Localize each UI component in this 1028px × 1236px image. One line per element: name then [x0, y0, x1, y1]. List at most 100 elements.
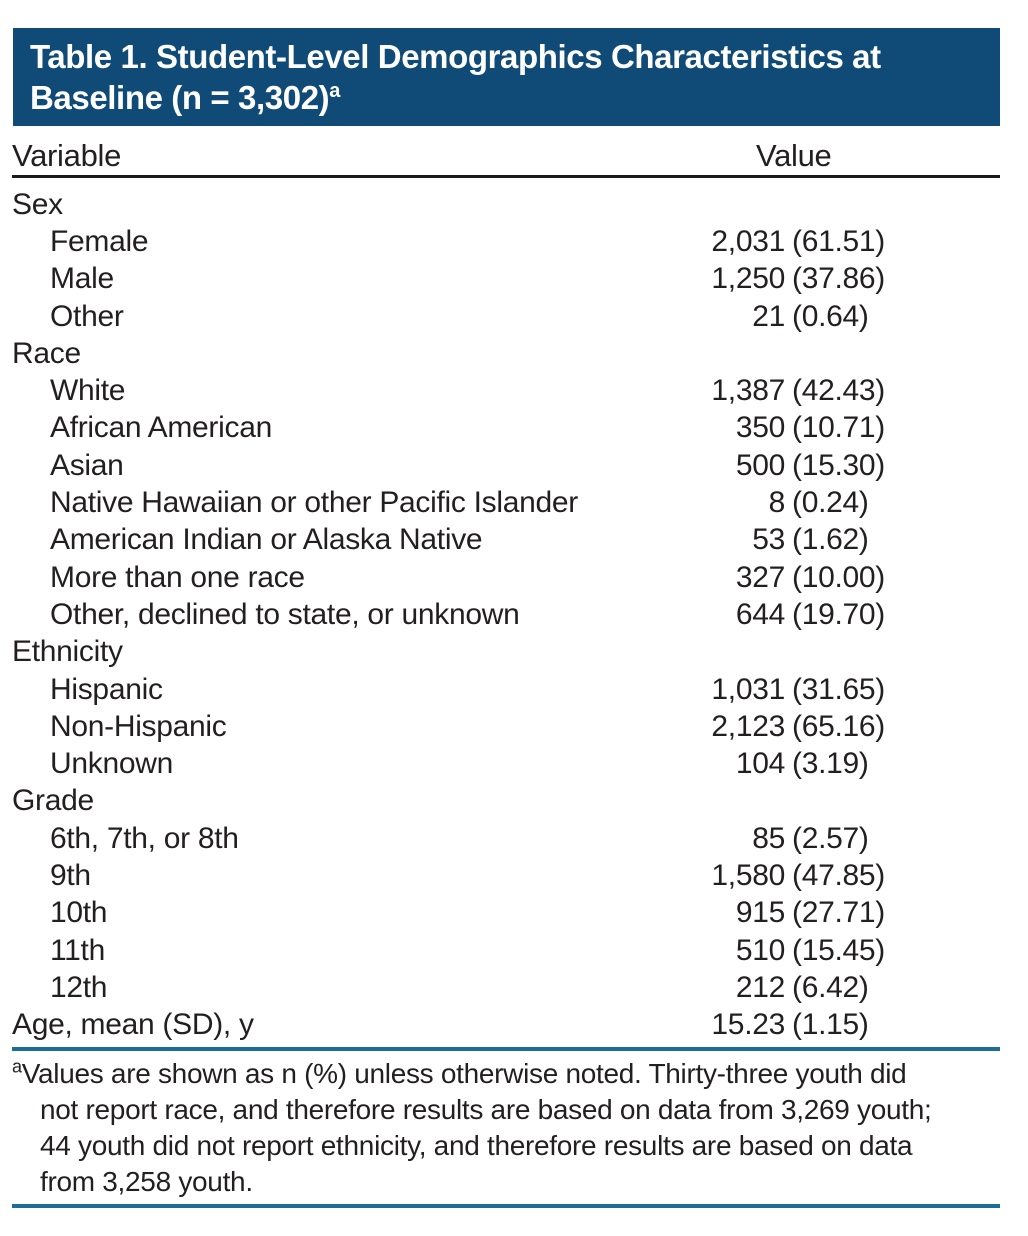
row-label: Other, declined to state, or unknown — [50, 597, 520, 631]
row-value: 1,031 (31.65) — [680, 673, 1000, 707]
row-label: 10th — [50, 896, 108, 930]
row-value-percent: (47.85) — [792, 858, 885, 892]
row-label: 9th — [50, 858, 91, 892]
table-row: 12th 212 (6.42) — [12, 969, 1000, 1006]
footnote-marker: a — [12, 1056, 22, 1077]
row-value: 2,123 (65.16) — [680, 710, 1000, 744]
row-value: 915 (27.71) — [680, 896, 1000, 930]
row-value-n: 2,123 — [711, 709, 785, 743]
row-value-percent: (10.71) — [792, 411, 885, 445]
footnote-text: Values are shown as n (%) unless otherwi… — [21, 1058, 907, 1089]
table-row: White 1,387 (42.43) — [12, 372, 1000, 409]
table-row: Grade — [12, 783, 1000, 820]
table-row: African American 350 (10.71) — [12, 410, 1000, 447]
row-label: 11th — [50, 933, 105, 967]
table-row: Ethnicity — [12, 634, 1000, 671]
row-value-n: 1,031 — [711, 672, 785, 706]
row-value-percent: (19.70) — [792, 597, 885, 631]
row-value: 21 (0.64) — [680, 300, 1000, 334]
row-value: 327 (10.00) — [680, 561, 1000, 595]
table-row: More than one race 327 (10.00) — [12, 559, 1000, 596]
footnote: aValues are shown as n (%) unless otherw… — [12, 1056, 1006, 1200]
table-row: Other, declined to state, or unknown 644(… — [12, 596, 1000, 633]
row-value-percent: (65.16) — [792, 709, 885, 743]
row-value-n: 500 — [735, 448, 785, 482]
row-label: Grade — [12, 784, 94, 818]
row-value: 8 (0.24) — [680, 486, 1000, 520]
row-value-n: 1,250 — [711, 262, 785, 296]
row-value: 500 (15.30) — [680, 449, 1000, 483]
row-label: Race — [12, 336, 81, 370]
row-value-n: 15.23 — [711, 1008, 785, 1042]
table-row: 9th 1,580 (47.85) — [12, 857, 1000, 894]
row-value: 53 (1.62) — [680, 523, 1000, 557]
row-value-n: 104 — [735, 747, 785, 781]
row-label: More than one race — [50, 560, 305, 594]
table-row: 11th 510 (15.45) — [12, 932, 1000, 969]
table-row: Non-Hispanic 2,123 (65.16) — [12, 708, 1000, 745]
footnote-line: 44 youth did not report ethnicity, and t… — [40, 1130, 913, 1161]
row-label: Male — [50, 262, 114, 296]
row-value-n: 327 — [735, 560, 785, 594]
row-value-n: 915 — [735, 896, 785, 930]
row-value-percent: (0.24) — [792, 486, 869, 520]
row-value-percent: (6.42) — [792, 970, 869, 1004]
row-value: 212 (6.42) — [680, 971, 1000, 1005]
row-value-percent: (61.51) — [792, 224, 885, 258]
row-label: Ethnicity — [12, 635, 123, 669]
row-value-n: 8 — [768, 486, 786, 520]
table-title-line1: Table 1. Student-Level Demographics Char… — [30, 38, 881, 75]
row-label: White — [50, 374, 126, 408]
row-value: 85 (2.57) — [680, 822, 1000, 856]
header-rule — [12, 175, 1000, 178]
row-value-n: 2,031 — [711, 224, 785, 258]
row-value-percent: (1.15) — [792, 1008, 869, 1042]
table-body: Sex Female 2,031 (61.51) Male 1,250 (37.86) Oth… — [12, 186, 1000, 1044]
row-value-percent: (0.64) — [792, 299, 869, 333]
row-value: 104 (3.19) — [680, 747, 1000, 781]
row-label: 12th — [50, 970, 108, 1004]
row-label: Non-Hispanic — [50, 709, 227, 743]
row-value-percent: (15.30) — [792, 448, 885, 482]
row-label: Unknown — [50, 747, 173, 781]
table-row: Native Hawaiian or other Pacific Islande… — [12, 484, 1000, 521]
row-value-n: 644 — [735, 597, 785, 631]
column-header-row: Variable Value — [12, 137, 1000, 174]
row-label: Age, mean (SD), y — [12, 1008, 254, 1042]
figure-bottom-rule — [12, 1204, 1000, 1208]
row-value: 1,580 (47.85) — [680, 859, 1000, 893]
row-value: 15.23 (1.15) — [680, 1008, 1000, 1042]
row-label: Other — [50, 299, 124, 333]
table-row: Other 21 (0.64) — [12, 298, 1000, 335]
row-label: Native Hawaiian or other Pacific Islande… — [50, 486, 578, 520]
column-header-variable: Variable — [12, 137, 122, 173]
table-row: 10th 915 (27.71) — [12, 895, 1000, 932]
row-value-n: 510 — [735, 933, 785, 967]
row-value-percent: (37.86) — [792, 262, 885, 296]
table-title: Table 1. Student-Level Demographics Char… — [30, 36, 984, 118]
row-value-percent: (1.62) — [792, 523, 869, 557]
table-row: Race — [12, 335, 1000, 372]
row-value-percent: (10.00) — [792, 560, 885, 594]
row-value-percent: (3.19) — [792, 747, 869, 781]
table-row: Unknown 104 (3.19) — [12, 745, 1000, 782]
row-value-percent: (15.45) — [792, 933, 885, 967]
table-title-bar: Table 1. Student-Level Demographics Char… — [13, 28, 1000, 126]
table-row: Hispanic 1,031 (31.65) — [12, 671, 1000, 708]
footnote-line: not report race, and therefore results a… — [40, 1094, 932, 1125]
row-value-n: 350 — [735, 411, 785, 445]
table-row: American Indian or Alaska Native 53 (1.62) — [12, 522, 1000, 559]
row-label: Asian — [50, 448, 124, 482]
table-title-line2: Baseline (n = 3,302) — [30, 79, 330, 116]
row-value-n: 212 — [735, 970, 785, 1004]
row-value: 644 (19.70) — [680, 598, 1000, 632]
table-row: Age, mean (SD), y 15.23 (1.15) — [12, 1007, 1000, 1044]
row-value-percent: (27.71) — [792, 896, 885, 930]
row-label: African American — [50, 411, 272, 445]
row-value-n: 1,387 — [711, 374, 785, 408]
row-value-percent: (2.57) — [792, 821, 869, 855]
row-label: American Indian or Alaska Native — [50, 523, 483, 557]
row-value-percent: (42.43) — [792, 374, 885, 408]
row-value-n: 85 — [752, 821, 785, 855]
